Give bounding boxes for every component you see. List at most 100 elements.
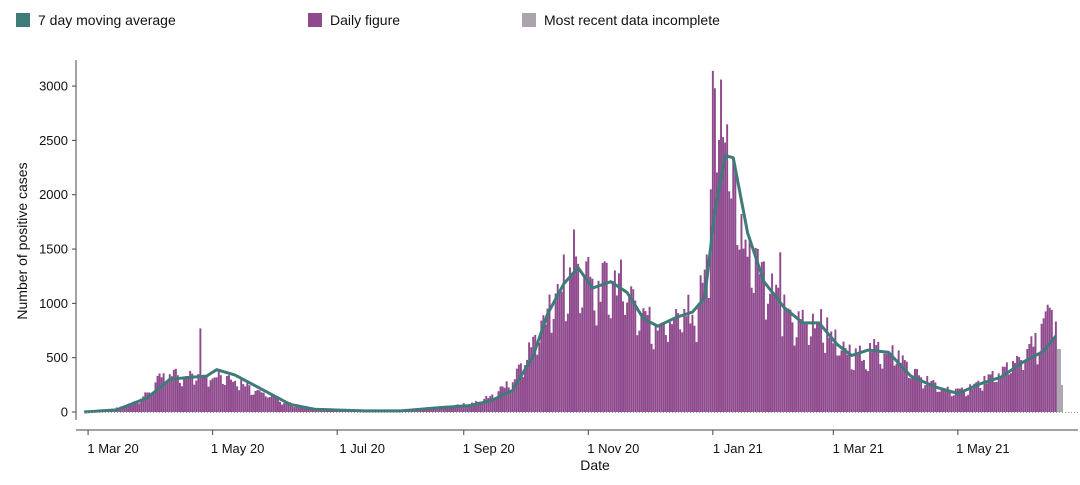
x-tick-label: 1 Mar 20 <box>87 441 138 456</box>
daily-bar <box>291 405 294 412</box>
daily-bar <box>844 347 847 412</box>
incomplete-bar <box>1056 348 1059 412</box>
daily-bar <box>515 368 518 412</box>
daily-bar <box>611 281 614 412</box>
daily-bar <box>934 382 937 412</box>
daily-bar <box>789 309 792 412</box>
daily-bar <box>560 291 563 412</box>
daily-bar <box>658 323 661 412</box>
daily-bar <box>936 391 939 412</box>
daily-bar <box>176 375 179 412</box>
y-tick-label: 500 <box>46 350 68 365</box>
daily-bar <box>683 309 686 412</box>
daily-bar <box>920 377 923 412</box>
daily-bar <box>283 403 286 412</box>
daily-bar <box>634 300 637 412</box>
daily-bar <box>677 313 680 412</box>
daily-bar <box>538 342 541 412</box>
daily-bar <box>442 407 445 412</box>
daily-bar <box>1018 357 1021 412</box>
daily-bar <box>211 378 214 412</box>
daily-bar <box>995 381 998 412</box>
daily-bar <box>893 365 896 412</box>
daily-bar <box>793 345 796 412</box>
daily-bar <box>950 396 953 412</box>
daily-bar <box>666 341 669 412</box>
y-axis-title: Number of positive cases <box>14 162 30 319</box>
legend-item-incomplete[interactable]: Most recent data incomplete <box>522 12 720 28</box>
daily-bar <box>195 380 198 412</box>
daily-bar <box>513 379 516 412</box>
daily-bar <box>483 398 486 412</box>
daily-bar <box>901 355 904 412</box>
daily-bar <box>881 368 884 412</box>
daily-bar <box>867 371 870 412</box>
daily-bars <box>85 70 1063 413</box>
daily-bar <box>277 397 279 412</box>
legend-item-moving-average[interactable]: 7 day moving average <box>16 12 176 28</box>
daily-bar <box>687 294 690 412</box>
daily-bar <box>664 335 667 412</box>
daily-bar <box>232 381 235 412</box>
daily-bar <box>720 79 722 412</box>
daily-bar <box>603 261 606 412</box>
daily-bar <box>556 283 559 412</box>
daily-bar <box>432 407 435 412</box>
daily-bar <box>564 321 567 412</box>
daily-bar <box>166 380 169 412</box>
daily-bar <box>652 349 655 412</box>
daily-bar <box>954 388 957 412</box>
daily-bar <box>958 388 961 412</box>
daily-bar <box>225 375 228 412</box>
daily-bar <box>258 390 261 412</box>
daily-bar <box>760 261 763 412</box>
daily-bar <box>172 369 175 412</box>
daily-bar <box>158 373 161 412</box>
daily-bar <box>501 386 504 412</box>
daily-bar <box>448 406 451 412</box>
daily-bar <box>985 383 988 412</box>
daily-bar <box>807 344 810 412</box>
daily-bar <box>740 214 743 412</box>
daily-bar <box>189 370 192 412</box>
daily-bar <box>779 252 782 412</box>
daily-bar <box>252 394 255 412</box>
daily-bar <box>956 388 959 412</box>
legend-item-daily-figure[interactable]: Daily figure <box>308 12 400 28</box>
daily-bar <box>754 247 757 412</box>
daily-bar <box>932 380 935 412</box>
daily-bar <box>922 388 925 412</box>
daily-bar <box>1044 311 1047 412</box>
daily-bar <box>215 377 218 412</box>
daily-bar <box>1016 355 1019 412</box>
daily-bar <box>899 362 902 412</box>
daily-bar <box>528 342 531 412</box>
daily-bar <box>454 404 457 412</box>
daily-bar <box>697 305 700 412</box>
daily-bar <box>679 329 682 412</box>
daily-bar <box>1007 374 1010 412</box>
daily-bar <box>248 385 251 412</box>
daily-bar <box>709 189 712 412</box>
daily-bar <box>903 360 906 412</box>
daily-bar <box>856 354 859 412</box>
daily-bar <box>303 407 306 412</box>
daily-bar <box>930 380 933 412</box>
daily-bar <box>871 352 874 412</box>
daily-bar <box>852 370 855 412</box>
daily-bar <box>965 396 968 412</box>
daily-bar <box>242 384 245 412</box>
daily-bar <box>846 354 849 412</box>
daily-bar <box>726 124 729 413</box>
y-tick-label: 1500 <box>39 242 68 257</box>
daily-bar <box>254 390 257 412</box>
daily-bar <box>736 244 739 412</box>
daily-bar <box>223 384 226 412</box>
daily-bar <box>568 267 571 412</box>
daily-bar <box>197 374 200 412</box>
daily-bar <box>693 325 696 412</box>
daily-bar <box>897 350 900 412</box>
daily-bar <box>997 373 1000 412</box>
daily-bar <box>466 405 469 412</box>
daily-bar <box>522 377 524 412</box>
